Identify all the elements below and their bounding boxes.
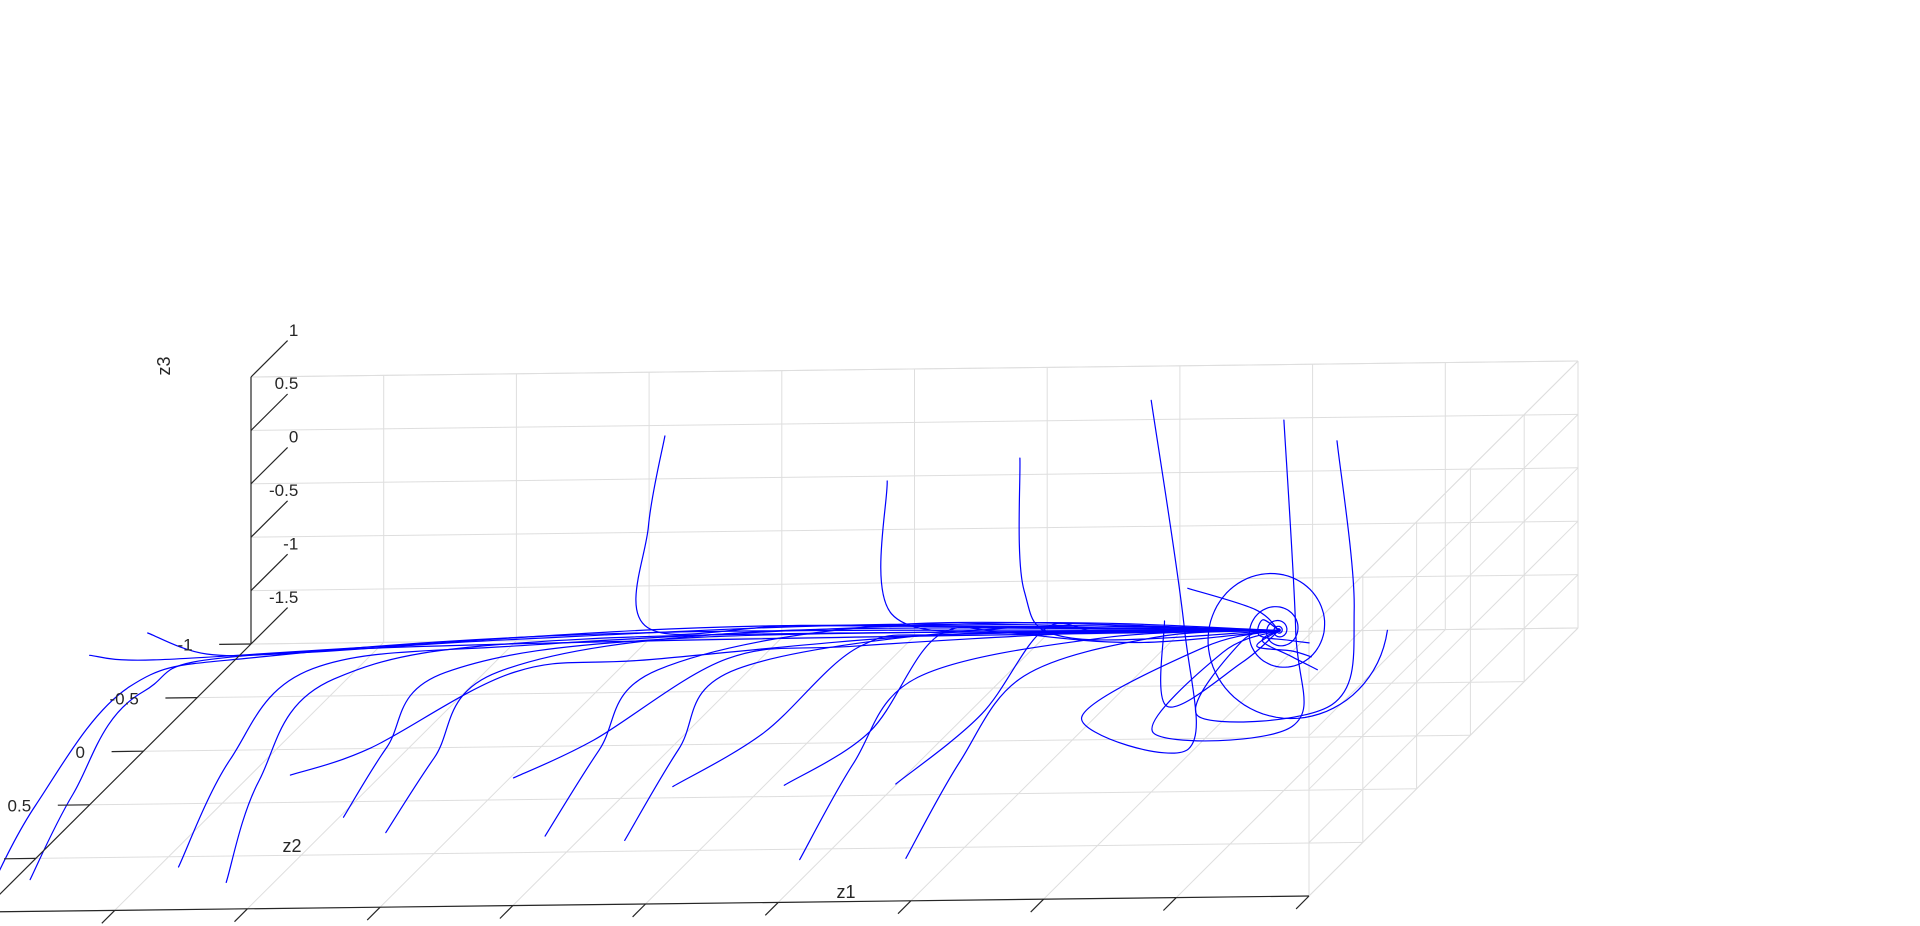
trajectory-line bbox=[289, 629, 1280, 776]
grid-line bbox=[0, 643, 252, 895]
trajectory-layer bbox=[0, 399, 1388, 883]
axis-layer bbox=[0, 340, 1310, 924]
grid-line bbox=[777, 634, 1048, 903]
grid-line bbox=[645, 635, 915, 905]
z-tick bbox=[250, 393, 289, 431]
x-tick bbox=[234, 908, 248, 923]
trajectory-line bbox=[342, 629, 1280, 818]
z-tick bbox=[250, 607, 289, 645]
grid-line bbox=[250, 520, 1579, 538]
grid-line bbox=[250, 467, 1579, 485]
x-tick bbox=[764, 901, 779, 916]
x-tick bbox=[101, 909, 116, 924]
trajectory-line bbox=[624, 625, 1280, 841]
box-edge bbox=[250, 360, 1579, 378]
grid-line bbox=[1308, 574, 1579, 843]
trajectory-line bbox=[1207, 572, 1388, 720]
x-tick-label: 0.5 bbox=[1129, 924, 1153, 926]
trajectory-line bbox=[1018, 457, 1280, 641]
trajectory-line bbox=[544, 621, 1280, 837]
x-tick bbox=[1295, 895, 1310, 910]
z-tick bbox=[250, 340, 289, 378]
y-axis-line bbox=[0, 643, 252, 895]
grid-line bbox=[143, 734, 1471, 752]
trajectory-line bbox=[0, 629, 1280, 871]
trajectory-line bbox=[177, 621, 1280, 868]
trajectory-line bbox=[905, 629, 1280, 859]
x-tick bbox=[366, 906, 381, 921]
grid-line bbox=[89, 788, 1417, 806]
grid-line bbox=[910, 632, 1181, 902]
x-tick-label: 0 bbox=[1269, 922, 1278, 926]
z-tick-label: -1 bbox=[283, 534, 298, 553]
grid-line bbox=[1308, 414, 1579, 683]
grid-line bbox=[379, 638, 650, 908]
z-tick-label: 0.5 bbox=[275, 374, 299, 393]
trajectory-line bbox=[1256, 629, 1312, 658]
grid-line bbox=[1043, 630, 1313, 900]
grid-line bbox=[247, 640, 517, 910]
y-tick-label: 0.5 bbox=[8, 797, 32, 816]
grid-line bbox=[250, 574, 1579, 592]
x-tick bbox=[897, 900, 912, 915]
trajectory-line bbox=[1160, 620, 1280, 708]
z-tick bbox=[250, 446, 289, 485]
trajectory-line bbox=[1261, 629, 1318, 671]
x-tick bbox=[499, 905, 514, 919]
trajectory-line bbox=[1151, 419, 1305, 742]
x-tick bbox=[1030, 898, 1045, 913]
grid-line bbox=[1308, 467, 1579, 737]
grid-line bbox=[1308, 520, 1579, 790]
x-tick bbox=[1162, 897, 1177, 911]
y-tick-label: 0 bbox=[76, 743, 85, 762]
x-tick bbox=[632, 903, 646, 918]
trajectory-line bbox=[225, 629, 1280, 883]
trajectory-line bbox=[783, 626, 1280, 786]
z-tick bbox=[250, 553, 289, 592]
trajectory-line bbox=[1080, 399, 1280, 754]
x-axis-title: z1 bbox=[836, 882, 855, 902]
z-tick-label: -0.5 bbox=[269, 481, 298, 500]
trajectory-line bbox=[895, 622, 1280, 785]
grid-line bbox=[1175, 629, 1446, 898]
trajectory-line bbox=[880, 480, 1280, 644]
grid-line bbox=[35, 841, 1363, 859]
grid-line bbox=[197, 681, 1525, 699]
trajectory-line bbox=[29, 629, 1280, 881]
box-edge bbox=[1308, 360, 1579, 630]
grid-line bbox=[1308, 627, 1579, 897]
y-tick-label: -0.5 bbox=[110, 689, 139, 708]
trajectory-line bbox=[385, 627, 1280, 834]
x-axis-line bbox=[0, 895, 1310, 913]
z-axis-title: z3 bbox=[154, 356, 174, 375]
grid-line bbox=[250, 413, 1579, 431]
z-tick-label: -1.5 bbox=[269, 588, 298, 607]
z-tick-label: 1 bbox=[289, 321, 298, 340]
grid-line bbox=[114, 642, 385, 911]
y-axis-title: z2 bbox=[282, 836, 301, 856]
z-tick bbox=[250, 500, 289, 538]
tick-label-layer: 00.511.522.533.544.55-1-0.500.511.5-1.5-… bbox=[8, 321, 1279, 926]
trajectory-line bbox=[1187, 587, 1280, 631]
y-tick-label: -1 bbox=[177, 636, 192, 655]
trajectory-line bbox=[635, 435, 1280, 636]
grid-line bbox=[512, 637, 783, 906]
z-tick-label: 0 bbox=[289, 428, 298, 447]
trajectory-line bbox=[799, 629, 1280, 861]
